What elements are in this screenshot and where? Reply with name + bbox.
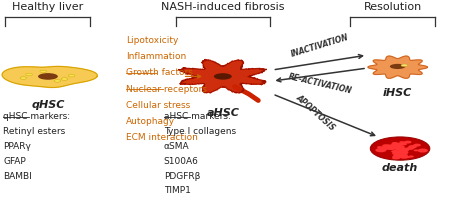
Circle shape xyxy=(394,145,405,149)
Circle shape xyxy=(402,156,407,158)
Circle shape xyxy=(20,77,27,79)
Ellipse shape xyxy=(214,73,232,80)
Circle shape xyxy=(391,142,401,146)
Text: ECM interaction: ECM interaction xyxy=(126,133,198,142)
Circle shape xyxy=(386,146,396,150)
Polygon shape xyxy=(368,56,428,78)
Text: Type I collagens: Type I collagens xyxy=(164,127,236,136)
Text: Lipotoxicity: Lipotoxicity xyxy=(126,36,178,45)
Polygon shape xyxy=(178,59,267,93)
Text: Inflammation: Inflammation xyxy=(126,52,186,61)
Circle shape xyxy=(402,154,408,156)
Circle shape xyxy=(377,146,383,148)
Text: APOPTOSIS: APOPTOSIS xyxy=(294,93,336,133)
Text: PDGFRβ: PDGFRβ xyxy=(164,172,200,181)
Text: aHSC: aHSC xyxy=(206,108,239,118)
Circle shape xyxy=(382,144,390,147)
Text: BAMBI: BAMBI xyxy=(3,172,32,181)
Text: S100A6: S100A6 xyxy=(164,157,199,166)
Circle shape xyxy=(375,148,386,152)
Ellipse shape xyxy=(38,73,58,80)
Text: RE-ACTIVATION: RE-ACTIVATION xyxy=(287,72,353,96)
Polygon shape xyxy=(2,66,97,87)
Circle shape xyxy=(54,80,61,82)
Text: aHSC markers:: aHSC markers: xyxy=(164,112,231,122)
Circle shape xyxy=(397,148,403,150)
Text: INACTIVATION: INACTIVATION xyxy=(290,33,350,59)
Text: GFAP: GFAP xyxy=(3,157,26,166)
Circle shape xyxy=(395,147,401,150)
Text: TIMP1: TIMP1 xyxy=(164,187,191,195)
Circle shape xyxy=(378,147,388,151)
Ellipse shape xyxy=(390,64,405,69)
Circle shape xyxy=(393,147,400,150)
Circle shape xyxy=(396,148,403,151)
Text: Resolution: Resolution xyxy=(364,2,422,12)
Circle shape xyxy=(392,154,402,158)
Circle shape xyxy=(61,78,68,80)
Text: Healthy liver: Healthy liver xyxy=(12,2,83,12)
Circle shape xyxy=(40,70,46,73)
Circle shape xyxy=(399,141,405,143)
Circle shape xyxy=(400,143,407,145)
Circle shape xyxy=(396,153,404,157)
Circle shape xyxy=(400,151,409,154)
Circle shape xyxy=(395,147,402,150)
Circle shape xyxy=(408,155,414,158)
Circle shape xyxy=(393,150,403,155)
Circle shape xyxy=(405,156,410,158)
Circle shape xyxy=(26,73,32,76)
Circle shape xyxy=(408,145,417,149)
Circle shape xyxy=(401,148,408,151)
Text: PPARγ: PPARγ xyxy=(3,142,31,151)
Circle shape xyxy=(401,148,408,151)
Circle shape xyxy=(418,149,428,152)
Circle shape xyxy=(401,149,409,152)
Text: Retinyl esters: Retinyl esters xyxy=(3,127,65,136)
Circle shape xyxy=(414,149,419,151)
Circle shape xyxy=(404,141,411,144)
Circle shape xyxy=(386,144,395,148)
Circle shape xyxy=(394,145,400,147)
Text: iHSC: iHSC xyxy=(383,87,412,98)
Text: qHSC: qHSC xyxy=(31,100,64,111)
Text: Growth factors: Growth factors xyxy=(126,68,193,77)
Circle shape xyxy=(401,64,408,67)
Circle shape xyxy=(399,148,407,151)
Circle shape xyxy=(407,147,414,150)
Circle shape xyxy=(68,74,75,77)
Text: Cellular stress: Cellular stress xyxy=(126,101,190,110)
Circle shape xyxy=(413,144,421,147)
Text: qHSC markers:: qHSC markers: xyxy=(3,112,70,122)
Circle shape xyxy=(396,147,405,150)
Circle shape xyxy=(395,143,402,146)
Text: death: death xyxy=(382,163,418,173)
Circle shape xyxy=(392,152,401,155)
Circle shape xyxy=(401,148,410,151)
Circle shape xyxy=(397,150,405,153)
Circle shape xyxy=(399,155,409,159)
Circle shape xyxy=(391,150,399,153)
Circle shape xyxy=(392,156,400,159)
Text: NASH-induced fibrosis: NASH-induced fibrosis xyxy=(161,2,284,12)
Circle shape xyxy=(370,137,430,160)
Text: Autophagy: Autophagy xyxy=(126,117,175,126)
Circle shape xyxy=(400,142,405,144)
Circle shape xyxy=(400,152,408,155)
Text: Nuclear receptors: Nuclear receptors xyxy=(126,85,207,94)
Text: αSMA: αSMA xyxy=(164,142,190,151)
Circle shape xyxy=(392,142,398,144)
